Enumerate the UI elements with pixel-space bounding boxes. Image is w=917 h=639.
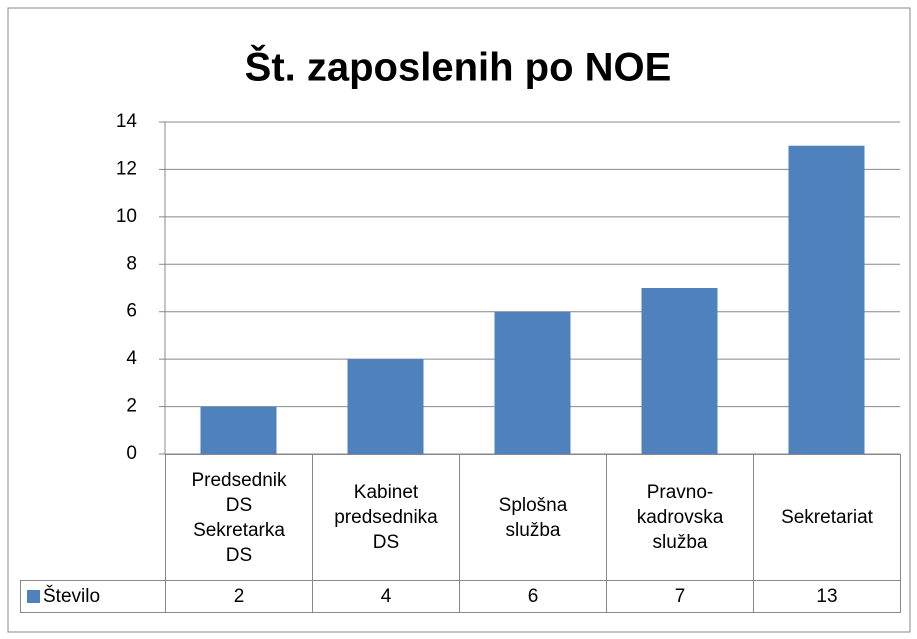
value-cell: 13	[753, 580, 901, 613]
value-cell: 4	[312, 580, 460, 613]
bar	[347, 359, 424, 454]
y-tick-label: 0	[126, 443, 137, 464]
value-cell: 7	[606, 580, 754, 613]
category-cell: Kabinet predsednika DS	[312, 454, 460, 581]
bar	[641, 288, 718, 454]
y-tick-label: 12	[116, 158, 137, 179]
legend-cell: Število	[20, 580, 166, 613]
y-tick-label: 14	[116, 111, 138, 132]
y-tick-label: 2	[126, 396, 137, 417]
category-cell: Pravno-kadrovska služba	[606, 454, 754, 581]
legend-label: Število	[43, 586, 101, 607]
category-cell: Sekretariat	[753, 454, 901, 581]
value-cell: 2	[165, 580, 313, 613]
value-cell: 6	[459, 580, 607, 613]
category-cell: Splošna služba	[459, 454, 607, 581]
bar	[200, 406, 277, 454]
bar	[788, 145, 865, 454]
y-tick-label: 6	[126, 301, 137, 322]
legend-swatch	[27, 590, 40, 603]
y-tick-label: 4	[126, 348, 137, 369]
chart-title: Št. zaposlenih po NOE	[245, 44, 672, 90]
y-tick-label: 8	[126, 253, 137, 274]
category-cell: Predsednik DS Sekretarka DS	[165, 454, 313, 581]
y-tick-label: 10	[116, 206, 137, 227]
bar	[494, 311, 571, 454]
